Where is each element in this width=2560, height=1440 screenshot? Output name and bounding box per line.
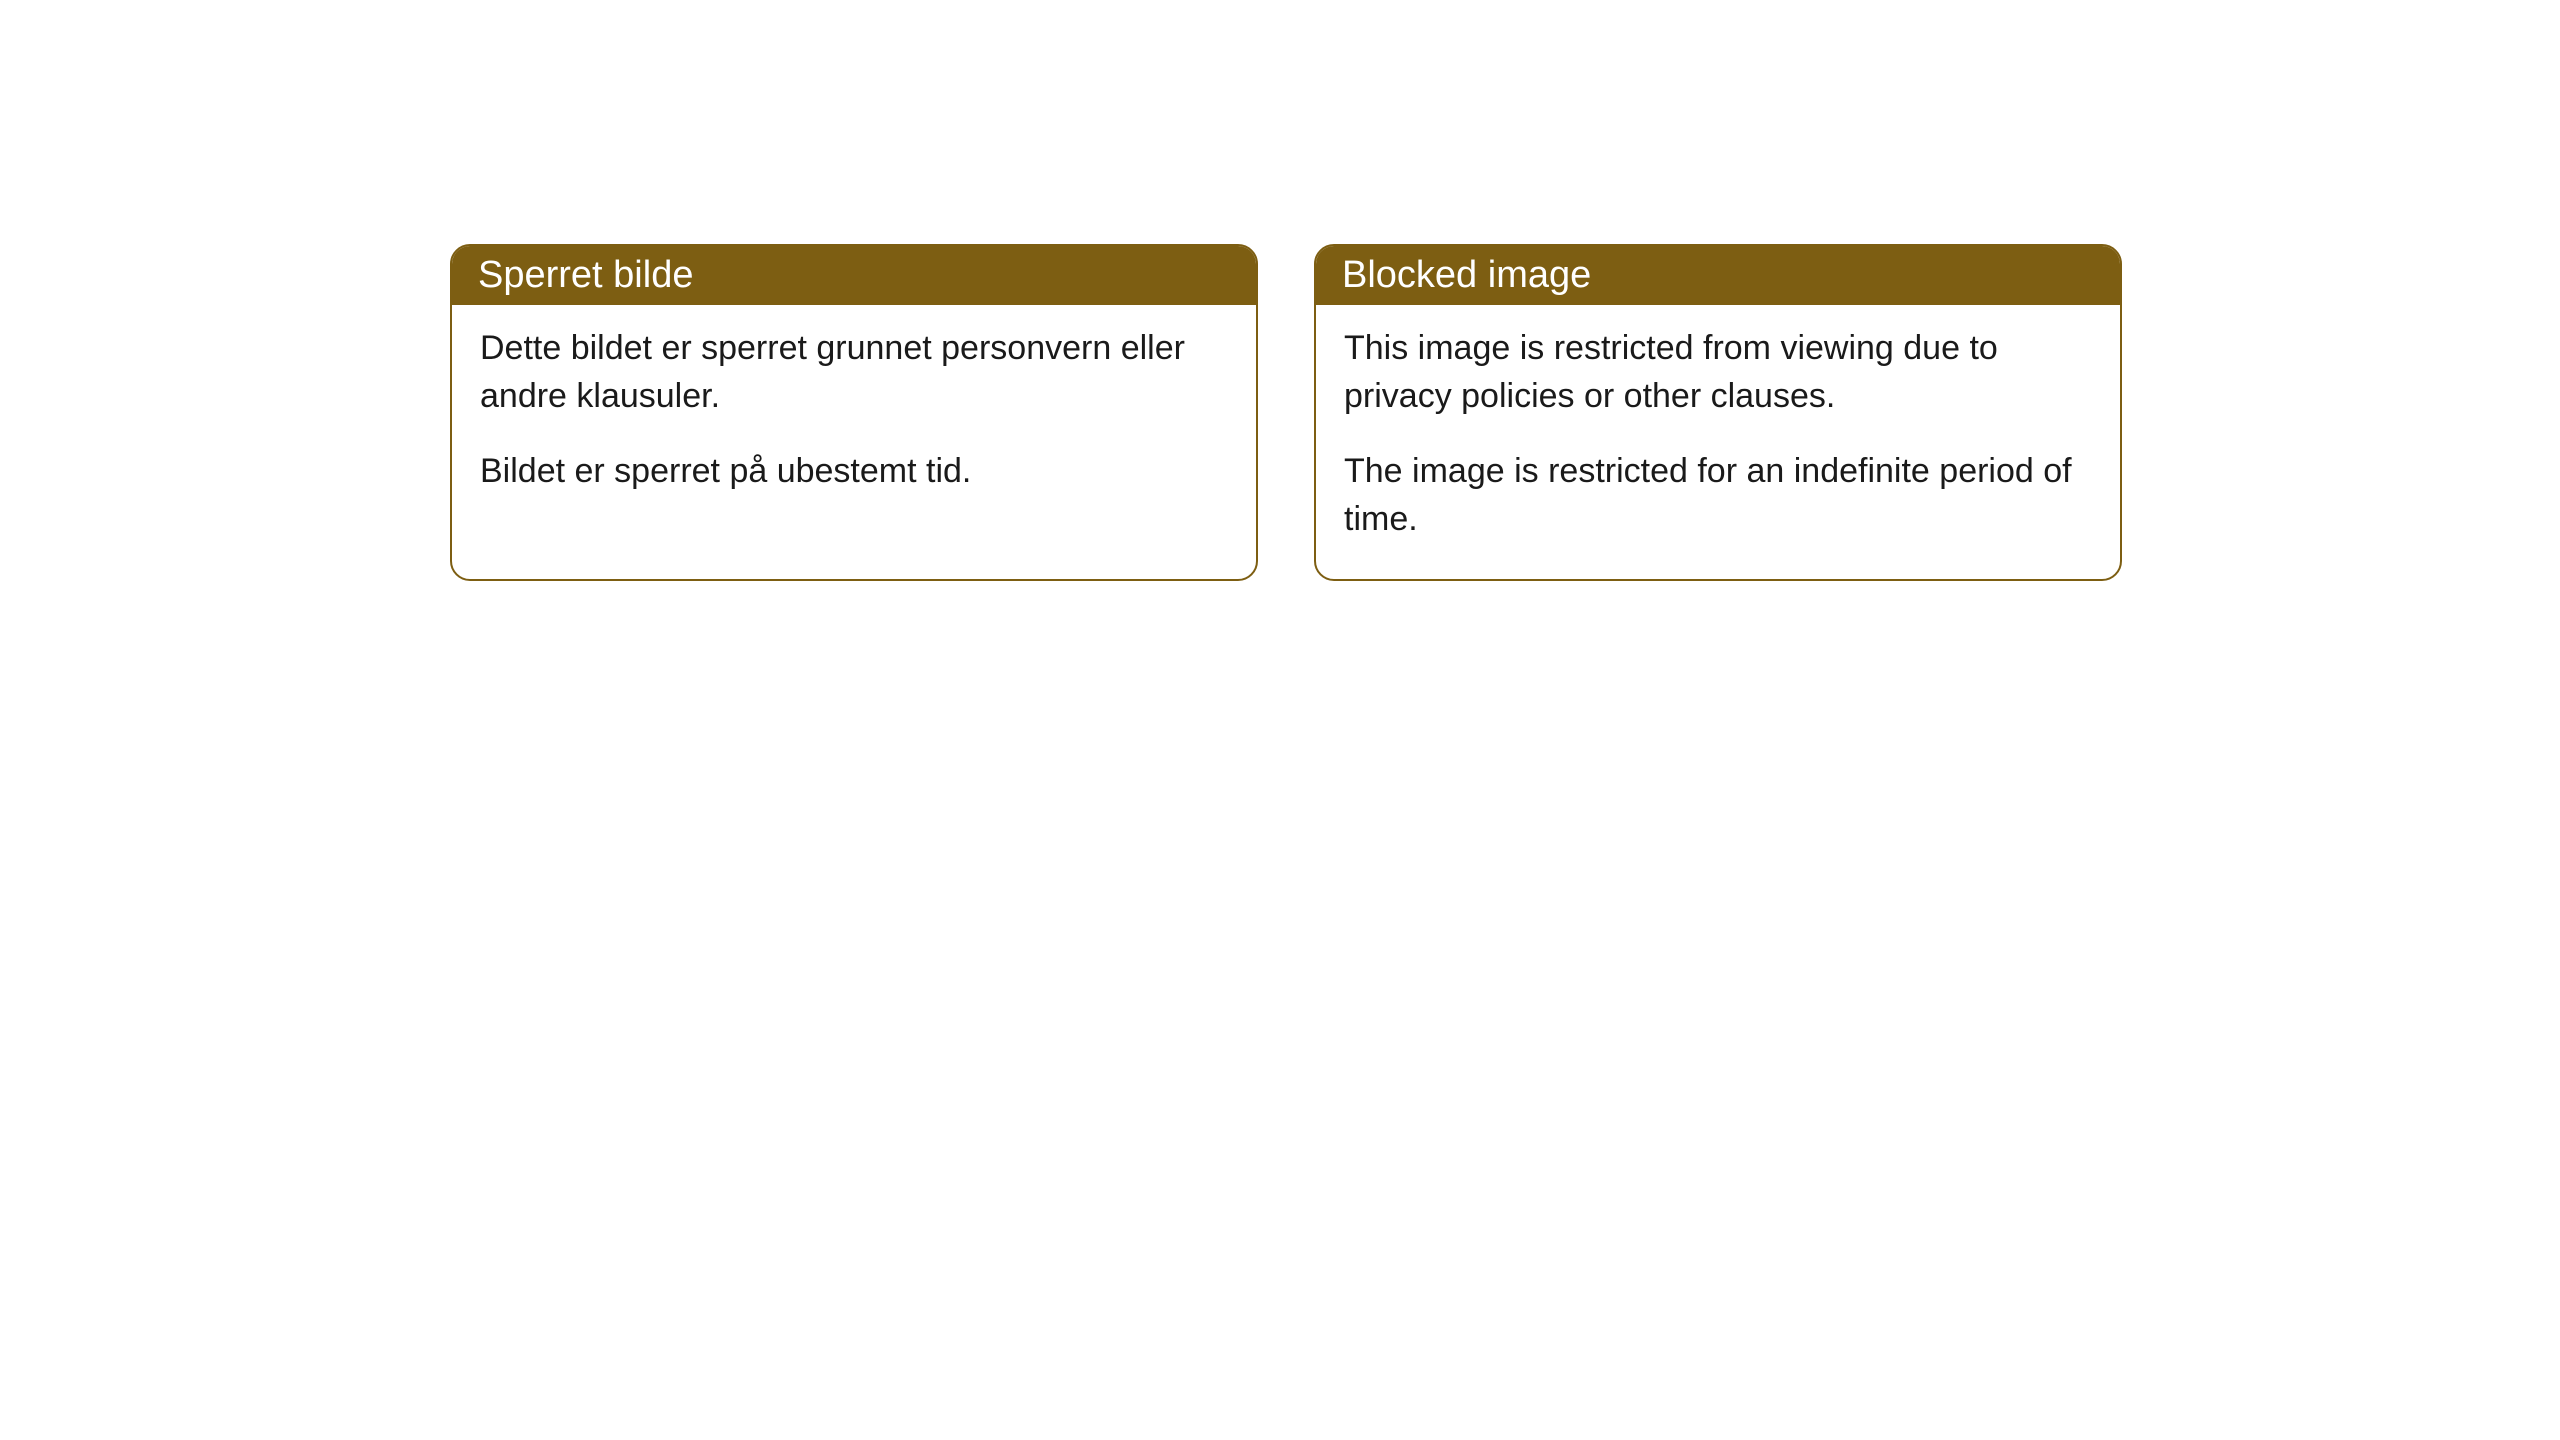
notice-card-norwegian: Sperret bilde Dette bildet er sperret gr… [450, 244, 1258, 581]
card-body: This image is restricted from viewing du… [1316, 305, 2120, 579]
card-title: Sperret bilde [478, 254, 693, 296]
card-paragraph: This image is restricted from viewing du… [1344, 325, 2092, 420]
card-paragraph: Dette bildet er sperret grunnet personve… [480, 325, 1228, 420]
card-paragraph: The image is restricted for an indefinit… [1344, 448, 2092, 543]
card-paragraph: Bildet er sperret på ubestemt tid. [480, 448, 1228, 496]
notice-cards-container: Sperret bilde Dette bildet er sperret gr… [450, 244, 2122, 581]
card-body: Dette bildet er sperret grunnet personve… [452, 305, 1256, 532]
card-title: Blocked image [1342, 254, 1591, 296]
card-header: Sperret bilde [452, 246, 1256, 305]
notice-card-english: Blocked image This image is restricted f… [1314, 244, 2122, 581]
card-header: Blocked image [1316, 246, 2120, 305]
